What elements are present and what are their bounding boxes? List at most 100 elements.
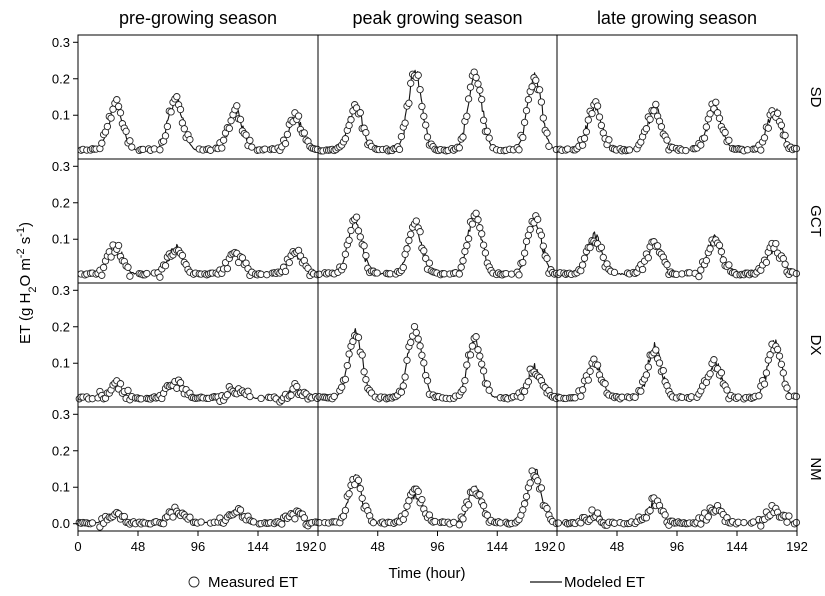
measured-et-point	[773, 345, 782, 354]
measured-et-point	[657, 123, 666, 131]
measured-et-point	[783, 384, 791, 392]
x-tick-label: 48	[131, 539, 145, 554]
measured-et-point	[595, 113, 604, 121]
measured-et-point	[792, 518, 801, 527]
measured-et-point	[98, 139, 106, 147]
measured-et-point	[702, 123, 711, 131]
column-title-2: peak growing season	[352, 8, 522, 28]
measured-et-point	[397, 388, 406, 396]
measured-et-point	[474, 216, 482, 224]
column-title-3: late growing season	[597, 8, 757, 28]
measured-et-point	[468, 342, 477, 350]
measured-et-point	[186, 135, 194, 144]
measured-et-point	[476, 352, 484, 360]
measured-et-point	[455, 521, 463, 529]
x-tick-label: 144	[726, 539, 748, 554]
measured-et-point	[777, 121, 786, 129]
measured-et-point	[459, 133, 467, 141]
measured-et-point	[356, 233, 364, 241]
measured-et-point	[704, 513, 712, 521]
measured-et-point	[766, 351, 774, 359]
x-axis-title: Time (hour)	[389, 565, 466, 582]
measured-et-point	[537, 484, 546, 492]
measured-et-point	[642, 125, 651, 133]
measured-et-point	[777, 360, 786, 368]
measured-et-point	[341, 375, 350, 384]
measured-et-point	[522, 106, 531, 115]
measured-et-point	[405, 99, 413, 107]
panel-nm-1: 0.0 0.1 0.2 0.3 0 48 96 144 192	[52, 406, 322, 554]
measured-et-point	[116, 109, 125, 117]
x-tick-label: 192	[295, 539, 317, 554]
measured-et-point	[642, 514, 651, 522]
measured-et-point	[397, 132, 406, 141]
measured-et-point	[278, 520, 286, 528]
measured-et-point	[416, 85, 424, 94]
row-label-nm: NM	[807, 457, 824, 480]
measured-et-point	[107, 114, 115, 122]
measured-et-point	[116, 380, 125, 388]
measured-et-point	[712, 98, 720, 106]
measured-et-point	[124, 263, 132, 271]
measured-et-point	[422, 121, 430, 129]
measured-et-point	[610, 268, 619, 277]
measured-et-point	[225, 124, 233, 133]
measured-et-point	[637, 387, 645, 395]
y-tick-label: 0.3	[52, 35, 70, 50]
measured-et-point	[762, 369, 771, 377]
measured-et-point	[772, 239, 780, 248]
measured-et-point	[345, 236, 353, 244]
measured-et-point	[762, 258, 771, 267]
measured-et-point	[642, 371, 651, 379]
measured-et-point	[399, 263, 407, 272]
measured-et-point	[524, 95, 533, 104]
measured-et-point	[362, 375, 370, 384]
measured-et-point	[354, 476, 363, 484]
measured-et-point	[478, 95, 486, 104]
measured-et-point	[405, 497, 413, 505]
measured-et-point	[584, 116, 592, 124]
measured-et-point	[178, 251, 187, 260]
measured-et-point	[407, 230, 415, 238]
y-axis-title-part: O m	[17, 258, 34, 286]
panel-gct-3: GCT	[554, 158, 824, 284]
measured-et-point	[156, 146, 164, 154]
measured-et-point	[227, 117, 235, 125]
measured-et-point	[223, 391, 232, 399]
measured-et-point	[593, 361, 602, 369]
measured-et-point	[476, 86, 484, 94]
measured-et-point	[584, 376, 592, 384]
measured-et-point	[98, 271, 106, 279]
measured-et-point	[520, 500, 529, 508]
measured-et-point	[464, 501, 473, 509]
measured-et-point	[345, 350, 353, 358]
y-axis-title-text: ET (g H2O m-2 s-1)	[15, 222, 39, 344]
measured-et-point	[706, 370, 714, 378]
measured-et-point	[537, 98, 546, 106]
measured-et-point	[517, 393, 525, 401]
panel-nm-2: 0 48 96 144 192	[315, 406, 561, 554]
measured-et-point	[578, 386, 587, 394]
measured-et-point	[218, 144, 226, 152]
measured-et-point	[697, 141, 705, 149]
measured-et-point	[339, 262, 348, 271]
measured-et-point	[360, 368, 368, 376]
measured-et-point	[697, 266, 705, 274]
panel-sd-2	[317, 34, 561, 160]
measured-et-point	[554, 519, 562, 527]
y-tick-label: 0.3	[52, 407, 70, 422]
measured-et-point	[655, 359, 664, 367]
measured-et-point	[236, 115, 245, 124]
measured-et-point	[463, 241, 471, 250]
measured-et-point	[300, 514, 308, 522]
measured-et-point	[360, 242, 368, 250]
measured-et-point	[644, 363, 652, 371]
measured-et-point	[236, 506, 245, 514]
measured-et-point	[479, 502, 488, 510]
measured-et-point	[652, 346, 660, 354]
measured-et-point	[760, 134, 769, 142]
measured-et-point	[706, 245, 714, 253]
measured-et-point	[526, 225, 534, 234]
measured-et-point	[522, 492, 531, 501]
